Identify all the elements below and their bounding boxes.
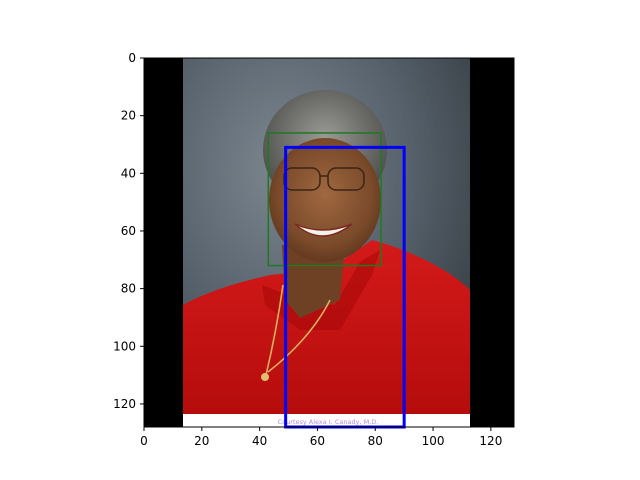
x-tick-label: 120 [479, 434, 502, 448]
y-tick-label: 0 [128, 51, 136, 65]
x-tick-label: 0 [140, 434, 148, 448]
face [269, 138, 381, 262]
smile [294, 223, 353, 237]
black-pad-right [470, 58, 514, 427]
x-tick-label: 80 [368, 434, 383, 448]
shirt-collar [262, 250, 380, 330]
x-tick-label: 20 [194, 434, 209, 448]
face-bounding-box [267, 132, 382, 267]
necklace [265, 284, 331, 376]
photo-credit: Courtesy Alexa I. Canady, M.D. [278, 418, 379, 426]
x-tick-label: 60 [310, 434, 325, 448]
y-tick-label: 40 [121, 166, 136, 180]
y-tick-label: 20 [121, 109, 136, 123]
axes-frame [143, 57, 515, 428]
x-axis: 0 20 40 60 80 100 120 [140, 427, 502, 448]
y-tick-label: 120 [113, 397, 136, 411]
necklace-pendant [261, 373, 269, 381]
black-pad-left [144, 58, 183, 427]
x-tick-label: 40 [252, 434, 267, 448]
glasses [283, 167, 365, 191]
y-tick-label: 60 [121, 224, 136, 238]
x-tick-label: 100 [422, 434, 445, 448]
y-tick-label: 80 [121, 282, 136, 296]
credit-strip [183, 414, 470, 427]
y-axis: 0 20 40 60 80 100 120 [113, 51, 144, 411]
y-tick-label: 100 [113, 339, 136, 353]
portrait-image: Courtesy Alexa I. Canady, M.D. [144, 58, 514, 427]
